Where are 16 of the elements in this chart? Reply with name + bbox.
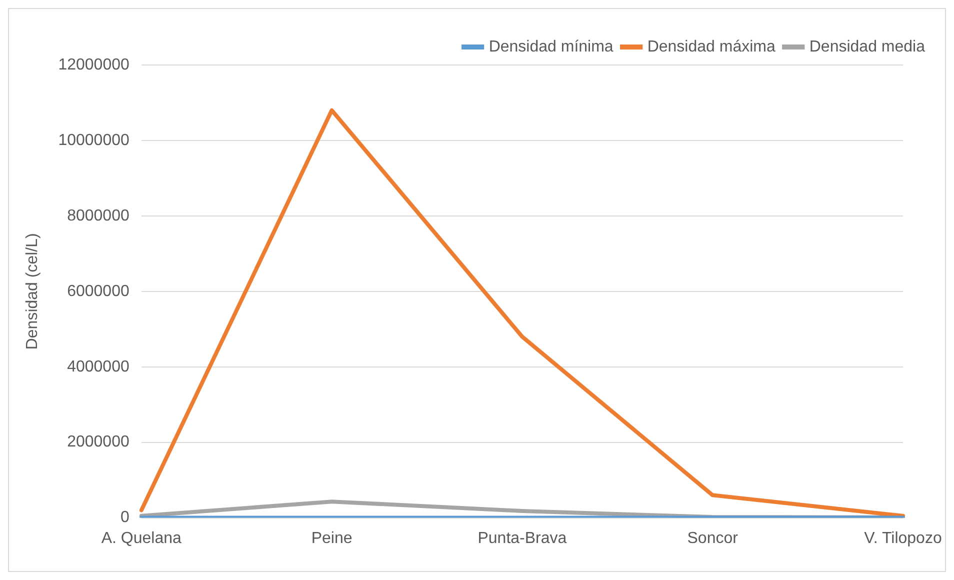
x-tick-label: Punta-Brava <box>478 530 567 547</box>
x-tick-label: A. Quelana <box>101 530 182 547</box>
x-tick-label: Peine <box>311 530 352 547</box>
y-tick-label: 6000000 <box>67 282 130 300</box>
y-tick-label: 10000000 <box>58 132 130 149</box>
legend-label: Densidad media <box>809 38 926 56</box>
y-tick-label: 12000000 <box>58 56 130 74</box>
y-tick-label: 0 <box>120 509 130 526</box>
y-tick-label: 8000000 <box>67 207 130 224</box>
legend-label: Densidad máxima <box>647 38 776 56</box>
x-tick-label: Soncor <box>687 530 739 547</box>
y-tick-label: 4000000 <box>67 358 130 376</box>
y-axis-title: Densidad (cel/L) <box>24 233 42 350</box>
x-tick-label: V. Tilopozo <box>864 530 942 547</box>
y-tick-label: 2000000 <box>67 434 130 451</box>
legend-label: Densidad mínima <box>488 38 614 56</box>
